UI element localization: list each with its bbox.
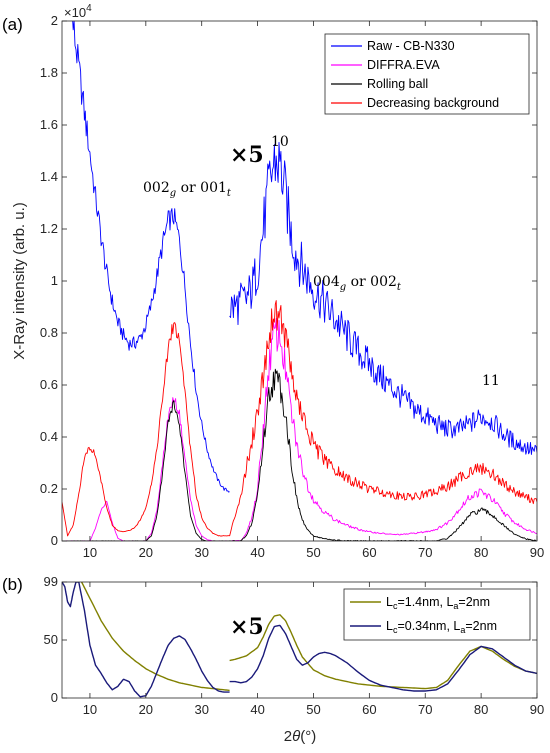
y-tick-label-a: 0.8 <box>40 325 58 340</box>
y-tick-label-a: 0.4 <box>40 429 58 444</box>
y-tick-label-b: 0 <box>51 690 58 705</box>
x-tick-label-a: 30 <box>194 545 208 560</box>
legend-a-entry-3: Decreasing background <box>367 96 499 110</box>
annotation-11: 11 <box>482 373 500 389</box>
annotation-times5-a: ×5 <box>230 142 264 168</box>
legend-a-entry-1: DIFFRA.EVA <box>367 58 440 72</box>
x-tick-label-a: 10 <box>83 545 97 560</box>
x-tick-label-b: 50 <box>306 702 320 717</box>
series-line-a-0-0 <box>72 21 230 493</box>
y-tick-label-a: 1.2 <box>40 221 58 236</box>
series-line-b-0-1 <box>229 614 537 690</box>
x-tick-label-a: 20 <box>139 545 153 560</box>
y-tick-label-b: 50 <box>44 632 58 647</box>
annotation-10: 10 <box>271 134 289 150</box>
series-line-b-1-0 <box>62 582 230 698</box>
x-tick-label-a: 70 <box>418 545 432 560</box>
panel-a-frame <box>61 20 538 542</box>
y-tick-label-a: 0.2 <box>40 481 58 496</box>
y-tick-label-a: 1.4 <box>40 169 58 184</box>
x-axis-label: 2θ(°) <box>284 728 316 745</box>
panel-b-label: (b) <box>2 575 23 594</box>
y-tick-label-a: 0.6 <box>40 377 58 392</box>
annotation-times5-b: ×5 <box>230 614 264 640</box>
series-line-a-1-1 <box>229 317 537 541</box>
x-tick-label-b: 70 <box>418 702 432 717</box>
series-line-b-1-1 <box>229 624 537 692</box>
x-tick-label-a: 60 <box>362 545 376 560</box>
y-tick-label-a: 1.6 <box>40 117 58 132</box>
y-axis-label: X-Ray intensity (arb. u.) <box>11 202 28 360</box>
y-tick-label-a: 1.8 <box>40 65 58 80</box>
x-tick-label-b: 10 <box>83 702 97 717</box>
y-exponent: ×104 <box>64 3 92 20</box>
series-line-a-0-1 <box>229 142 537 455</box>
legend-b-entry-1: Lc=0.34nm, La=2nm <box>386 619 497 635</box>
y-tick-label-a: 1 <box>51 273 58 288</box>
panel-b: 10 20 30 40 50 60 70 80 90 0 50 99 (b) ×5 2θ(°) Lc=… <box>2 574 544 745</box>
legend-b-entry-0: Lc=1.4nm, La=2nm <box>386 595 490 611</box>
series-line-b-0-0 <box>80 582 230 692</box>
panel-b-frame <box>61 581 538 699</box>
series-line-a-3-0 <box>62 322 230 537</box>
x-tick-label-a: 90 <box>530 545 544 560</box>
x-tick-label-a: 80 <box>474 545 488 560</box>
x-tick-label-b: 90 <box>530 702 544 717</box>
x-tick-label-b: 30 <box>194 702 208 717</box>
legend-b: Lc=1.4nm, La=2nm Lc=0.34nm, La=2nm <box>343 588 531 641</box>
y-tick-label-b: 99 <box>44 574 58 589</box>
x-tick-label-a: 40 <box>250 545 264 560</box>
x-tick-label-b: 60 <box>362 702 376 717</box>
x-tick-label-b: 20 <box>139 702 153 717</box>
x-tick-label-a: 50 <box>306 545 320 560</box>
y-tick-label-a: 2 <box>51 13 58 28</box>
panel-a: 10 20 30 40 50 60 70 80 90 0 0.2 0.4 0.6 0.8 1 1.2 1.4 1.… <box>2 3 544 560</box>
x-tick-label-b: 80 <box>474 702 488 717</box>
y-tick-label-a: 0 <box>51 533 58 548</box>
annotation-004g-002t: 004g or 002t <box>313 274 402 293</box>
x-tick-label-b: 40 <box>250 702 264 717</box>
legend-a-entry-0: Raw - CB-N330 <box>367 39 455 53</box>
series-line-a-3-1 <box>229 300 537 537</box>
panel-a-label: (a) <box>2 15 23 34</box>
legend-a: Raw - CB-N330 DIFFRA.EVA Rolling ball De… <box>324 33 530 115</box>
annotation-002g-001t: 002g or 001t <box>143 180 232 199</box>
legend-a-entry-2: Rolling ball <box>367 77 428 91</box>
